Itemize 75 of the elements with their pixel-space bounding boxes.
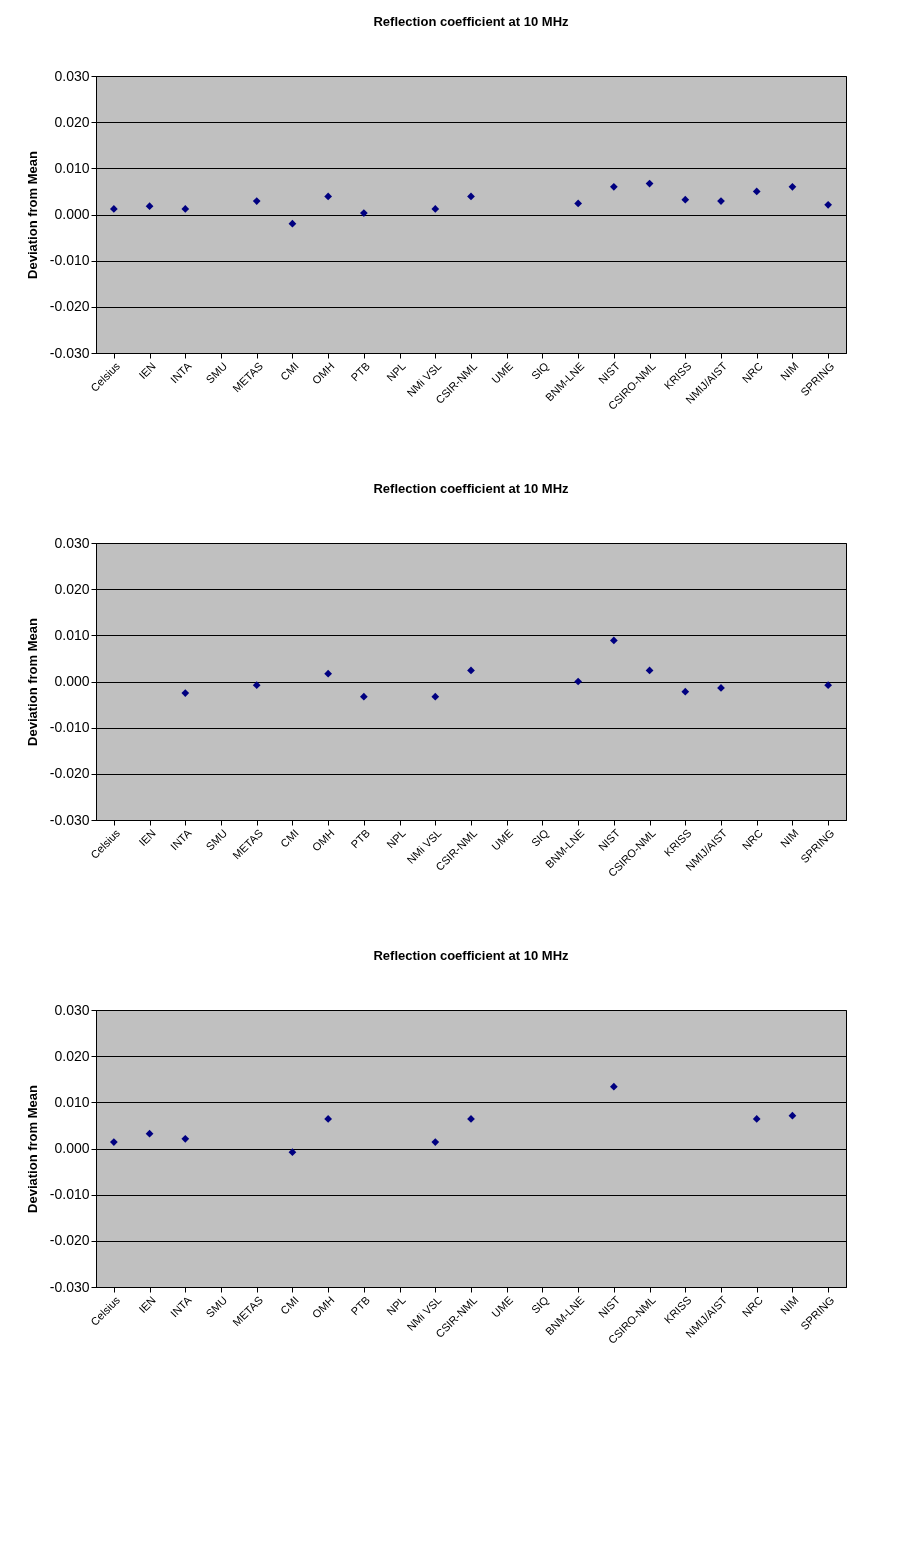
y-tick-label: 0.010 — [54, 1093, 90, 1110]
x-tick-label: IEN — [136, 359, 158, 382]
point — [609, 636, 618, 645]
y-tick-label: 0.030 — [54, 67, 90, 84]
y-tick-label: 0.000 — [54, 206, 90, 222]
point — [788, 1111, 797, 1120]
y-tick-label: 0.000 — [54, 1140, 90, 1156]
point — [145, 202, 154, 211]
y-tick-label: -0.030 — [49, 344, 90, 361]
point — [181, 689, 190, 697]
point — [359, 209, 368, 217]
point — [645, 179, 654, 188]
y-tick-label: -0.020 — [49, 298, 90, 315]
x-tick-label: CMI — [277, 359, 301, 383]
y-tick-label: -0.010 — [49, 252, 90, 269]
y-tick-label: -0.010 — [49, 719, 90, 736]
y-tick-label: 0.030 — [54, 534, 90, 551]
y-tick-label: -0.010 — [49, 1186, 90, 1203]
y-tick-label: 0.010 — [54, 626, 90, 643]
y-axis-title: Deviation from Mean — [24, 151, 40, 279]
point — [109, 205, 118, 213]
x-tick-label: PTB — [348, 1293, 373, 1318]
chart-title: Reflection coefficient at 10 MHz — [373, 948, 570, 963]
y-tick-label: 0.020 — [54, 113, 90, 130]
x-tick-label: CMI — [277, 1293, 301, 1317]
point — [324, 192, 333, 201]
point — [431, 205, 440, 213]
point — [288, 1148, 297, 1157]
point — [324, 669, 333, 678]
point — [252, 197, 261, 205]
x-tick-label: PTB — [348, 359, 373, 384]
point — [824, 200, 833, 209]
point — [288, 219, 297, 228]
point — [431, 1138, 440, 1146]
point — [145, 1129, 154, 1138]
y-tick-label: 0.000 — [54, 673, 90, 689]
x-tick-label: NPL — [384, 1293, 408, 1318]
x-tick-label: NPL — [384, 359, 408, 384]
point — [824, 681, 833, 690]
y-axis-title: Deviation from Mean — [24, 1085, 40, 1213]
point — [109, 1138, 118, 1146]
point — [467, 666, 475, 675]
x-tick-label: CMI — [277, 826, 301, 850]
x-tick-label: IEN — [136, 1293, 158, 1316]
x-tick-label: NPL — [384, 826, 408, 851]
point — [574, 677, 583, 686]
y-tick-label: -0.020 — [49, 1232, 90, 1249]
point — [609, 1082, 618, 1091]
y-tick-label: -0.030 — [49, 811, 90, 828]
point — [431, 692, 440, 701]
point — [609, 182, 618, 191]
x-tick-label: IEN — [136, 826, 158, 849]
y-tick-label: 0.020 — [54, 1047, 90, 1064]
point — [574, 199, 583, 208]
point — [181, 1134, 190, 1143]
point — [681, 195, 690, 204]
point — [788, 182, 797, 191]
y-tick-label: 0.020 — [54, 580, 90, 597]
chart-title: Reflection coefficient at 10 MHz — [373, 14, 570, 29]
point — [324, 1115, 333, 1123]
point — [681, 687, 690, 696]
point — [467, 192, 475, 201]
point — [252, 681, 261, 690]
y-tick-label: 0.010 — [54, 159, 90, 176]
x-tick-label: PTB — [348, 826, 373, 851]
point — [752, 187, 761, 196]
y-axis-title: Deviation from Mean — [24, 618, 40, 746]
y-tick-label: 0.030 — [54, 1001, 90, 1018]
chart-title: Reflection coefficient at 10 MHz — [373, 481, 570, 496]
y-tick-label: -0.020 — [49, 765, 90, 782]
point — [752, 1115, 761, 1123]
point — [181, 205, 190, 213]
point — [359, 692, 368, 701]
y-tick-label: -0.030 — [49, 1278, 90, 1295]
point — [645, 666, 654, 675]
